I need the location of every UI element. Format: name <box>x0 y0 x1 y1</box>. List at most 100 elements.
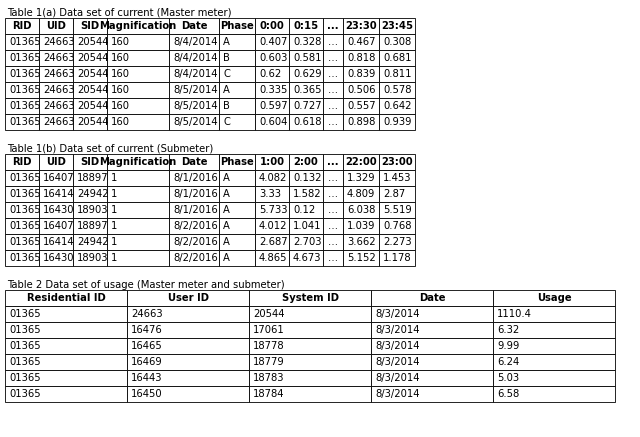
Bar <box>107 186 169 202</box>
Bar <box>219 18 255 34</box>
Bar <box>107 218 169 234</box>
Text: 01365: 01365 <box>9 373 40 383</box>
Text: 160: 160 <box>111 85 130 95</box>
Text: 0.467: 0.467 <box>347 37 376 47</box>
Bar <box>371 386 493 402</box>
Text: 16443: 16443 <box>131 373 163 383</box>
Bar <box>5 250 39 266</box>
Text: 20544: 20544 <box>77 53 109 63</box>
Bar <box>343 170 379 186</box>
Text: Date: Date <box>419 293 445 303</box>
Bar <box>249 370 371 386</box>
Text: 16430: 16430 <box>43 253 74 263</box>
Text: 4.809: 4.809 <box>347 189 376 199</box>
Text: …: … <box>328 253 338 263</box>
Text: 2.87: 2.87 <box>383 189 405 199</box>
Bar <box>289 82 323 98</box>
Bar <box>255 50 289 66</box>
Bar <box>371 370 493 386</box>
Text: 9.99: 9.99 <box>497 341 520 351</box>
Bar <box>73 50 107 66</box>
Text: 0.642: 0.642 <box>383 101 412 111</box>
Text: 1: 1 <box>111 253 117 263</box>
Text: …: … <box>328 173 338 183</box>
Text: 2.273: 2.273 <box>383 237 412 247</box>
Bar <box>379 250 415 266</box>
Text: 01365: 01365 <box>9 101 40 111</box>
Bar <box>169 34 219 50</box>
Text: 18897: 18897 <box>77 173 109 183</box>
Text: …: … <box>328 101 338 111</box>
Text: 1.041: 1.041 <box>293 221 321 231</box>
Bar <box>219 218 255 234</box>
Text: A: A <box>223 205 230 215</box>
Text: 16476: 16476 <box>131 325 163 335</box>
Bar <box>289 170 323 186</box>
Text: 0:15: 0:15 <box>293 21 319 31</box>
Bar <box>127 354 249 370</box>
Bar <box>39 170 73 186</box>
Bar <box>379 98 415 114</box>
Bar <box>219 202 255 218</box>
Bar <box>379 50 415 66</box>
Text: 160: 160 <box>111 37 130 47</box>
Text: 0.629: 0.629 <box>293 69 322 79</box>
Text: 4.673: 4.673 <box>293 253 321 263</box>
Bar <box>169 202 219 218</box>
Bar <box>289 66 323 82</box>
Text: …: … <box>328 221 338 231</box>
Text: 01365: 01365 <box>9 37 40 47</box>
Text: 0.62: 0.62 <box>259 69 281 79</box>
Bar <box>255 250 289 266</box>
Bar <box>371 354 493 370</box>
Text: 01365: 01365 <box>9 53 40 63</box>
Bar <box>323 218 343 234</box>
Bar <box>289 250 323 266</box>
Text: 22:00: 22:00 <box>345 157 377 167</box>
Text: 8/1/2016: 8/1/2016 <box>173 189 218 199</box>
Text: 8/1/2016: 8/1/2016 <box>173 205 218 215</box>
Text: 8/4/2014: 8/4/2014 <box>173 69 218 79</box>
Bar <box>323 34 343 50</box>
Bar <box>5 290 127 306</box>
Bar <box>493 354 615 370</box>
Bar <box>107 50 169 66</box>
Bar <box>73 154 107 170</box>
Text: 01365: 01365 <box>9 117 40 127</box>
Bar <box>343 114 379 130</box>
Bar <box>493 290 615 306</box>
Bar <box>73 98 107 114</box>
Bar <box>343 34 379 50</box>
Bar <box>169 66 219 82</box>
Text: 0.603: 0.603 <box>259 53 287 63</box>
Bar <box>255 82 289 98</box>
Bar <box>249 386 371 402</box>
Text: Date: Date <box>180 157 207 167</box>
Bar <box>343 98 379 114</box>
Text: 01365: 01365 <box>9 173 40 183</box>
Bar <box>39 250 73 266</box>
Text: A: A <box>223 253 230 263</box>
Text: …: … <box>328 205 338 215</box>
Text: ...: ... <box>327 21 339 31</box>
Text: 0.727: 0.727 <box>293 101 322 111</box>
Text: 0.818: 0.818 <box>347 53 376 63</box>
Text: Phase: Phase <box>220 21 254 31</box>
Text: 01365: 01365 <box>9 341 40 351</box>
Bar <box>323 50 343 66</box>
Text: Table 1(b) Data set of current (Submeter): Table 1(b) Data set of current (Submeter… <box>7 144 213 154</box>
Text: 16414: 16414 <box>43 237 75 247</box>
Text: SID: SID <box>81 21 100 31</box>
Bar <box>219 234 255 250</box>
Text: Magnification: Magnification <box>99 157 177 167</box>
Text: 01365: 01365 <box>9 253 40 263</box>
Text: 1.453: 1.453 <box>383 173 412 183</box>
Text: 5.152: 5.152 <box>347 253 376 263</box>
Text: B: B <box>223 101 230 111</box>
Bar <box>107 154 169 170</box>
Text: 18783: 18783 <box>253 373 285 383</box>
Text: 8/2/2016: 8/2/2016 <box>173 253 218 263</box>
Text: 20544: 20544 <box>77 85 109 95</box>
Bar <box>219 34 255 50</box>
Bar <box>289 50 323 66</box>
